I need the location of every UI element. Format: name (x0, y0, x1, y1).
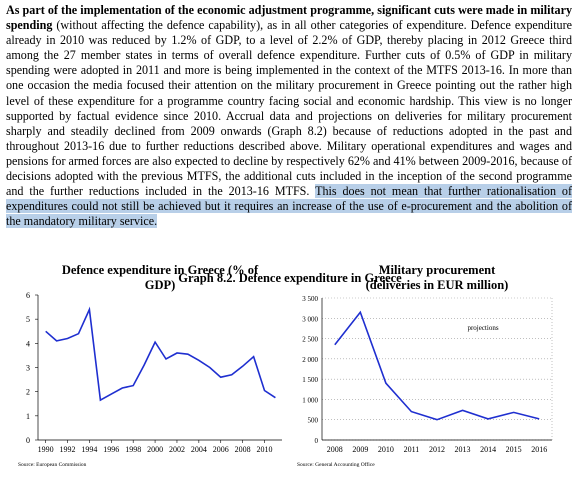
title-line: Defence expenditure in Greece (% of (62, 263, 259, 277)
x-tick-label: 1998 (125, 445, 141, 454)
x-tick-label: 2014 (480, 445, 496, 454)
y-tick-label: 3 000 (302, 315, 318, 323)
lead-text: As part of the implementation of the eco… (6, 3, 572, 33)
x-tick-label: 2000 (147, 445, 163, 454)
x-tick-label: 1996 (103, 445, 119, 454)
y-tick-label: 1 (26, 412, 30, 421)
title-line: Military procurement (379, 263, 496, 277)
x-tick-label: 2015 (506, 445, 522, 454)
y-tick-label: 4 (26, 339, 30, 348)
y-tick-label: 6 (26, 291, 30, 300)
y-tick-label: 2 (26, 388, 30, 397)
source: Source: European Commission (18, 462, 87, 468)
chart-title: Defence expenditure in Greece (% of GDP) (62, 263, 259, 292)
y-tick-label: 5 (26, 315, 30, 324)
x-tick-label: 2004 (191, 445, 207, 454)
y-tick-label: 0 (315, 437, 319, 445)
x-tick-label: 2011 (404, 445, 420, 454)
source: Source: General Accounting Office (297, 461, 375, 468)
title-line: (deliveries in EUR million) (366, 278, 509, 292)
title-line: GDP) (145, 278, 176, 292)
annotation: projections (467, 324, 498, 332)
x-tick-label: 1994 (81, 445, 97, 454)
x-tick-label: 2002 (169, 445, 185, 454)
y-tick-label: 1 000 (302, 396, 318, 404)
y-tick-label: 1 500 (302, 376, 318, 384)
y-tick-label: 500 (308, 417, 319, 425)
x-tick-label: 2010 (378, 445, 394, 454)
paragraph: As part of the implementation of the eco… (6, 3, 572, 229)
chart-title: Military procurement (deliveries in EUR m… (366, 263, 509, 292)
y-tick-label: 3 (26, 364, 30, 373)
x-tick-label: 2008 (327, 445, 343, 454)
x-tick-label: 1992 (60, 445, 76, 454)
x-tick-label: 2008 (235, 445, 251, 454)
x-tick-label: 2016 (531, 445, 547, 454)
x-tick-label: 2012 (429, 445, 445, 454)
y-tick-label: 2 500 (302, 336, 318, 344)
x-tick-label: 2010 (256, 445, 272, 454)
y-tick-label: 2 000 (302, 356, 318, 364)
y-tick-label: 0 (26, 436, 30, 445)
x-tick-label: 2013 (455, 445, 471, 454)
data-line (45, 306, 276, 402)
x-tick-label: 1990 (38, 445, 54, 454)
body-text: (without affecting the defence capabilit… (6, 18, 572, 199)
data-line (334, 310, 540, 421)
x-tick-label: 2009 (352, 445, 368, 454)
figure-title: Graph 8.2. Defence expenditure in Greece (178, 271, 402, 285)
x-tick-label: 2006 (213, 445, 229, 454)
y-tick-label: 3 500 (302, 295, 318, 303)
